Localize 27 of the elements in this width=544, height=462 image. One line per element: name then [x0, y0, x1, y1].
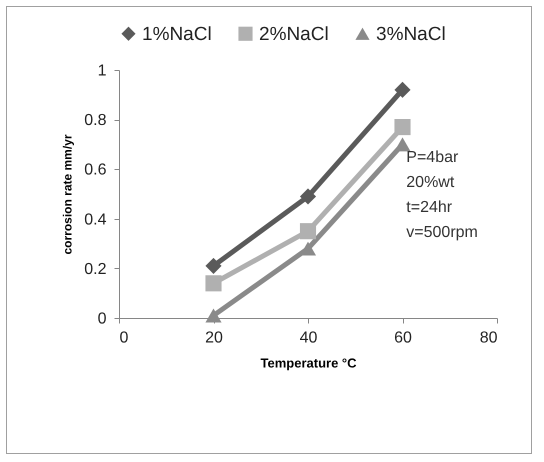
y-tick-label: 0.8 — [84, 112, 107, 130]
point — [394, 82, 411, 98]
point — [205, 275, 222, 292]
y-tick-label: 1 — [98, 62, 107, 80]
point — [300, 188, 316, 205]
y-tick-label: 0.2 — [84, 260, 107, 278]
x-tick-label: 40 — [300, 330, 318, 346]
x-tick-label: 80 — [480, 330, 498, 346]
y-tick-label: 0.4 — [84, 211, 107, 228]
annotation: v=500rpm — [406, 224, 478, 241]
legend-label: 3%NaCl — [376, 24, 446, 45]
annotation: t=24hr — [406, 199, 453, 216]
y-tick-label: 0.6 — [84, 162, 107, 179]
point — [394, 118, 411, 136]
x-axis-title: Temperature °C — [260, 356, 358, 370]
point — [300, 223, 316, 240]
annotation: 20%wt — [406, 174, 455, 191]
legend-label: 2%NaCl — [259, 24, 329, 45]
legend-label: 1%NaCl — [142, 24, 212, 45]
x-tick-label: 0 — [120, 330, 128, 346]
annotation: P=4bar — [406, 149, 459, 166]
x-tick-label: 60 — [394, 330, 412, 346]
y-axis-title: corrosion rate mm/yr — [60, 134, 74, 255]
point — [205, 308, 222, 322]
point — [205, 258, 222, 274]
x-tick-label: 20 — [205, 330, 223, 346]
y-tick-label: 0 — [98, 310, 107, 328]
